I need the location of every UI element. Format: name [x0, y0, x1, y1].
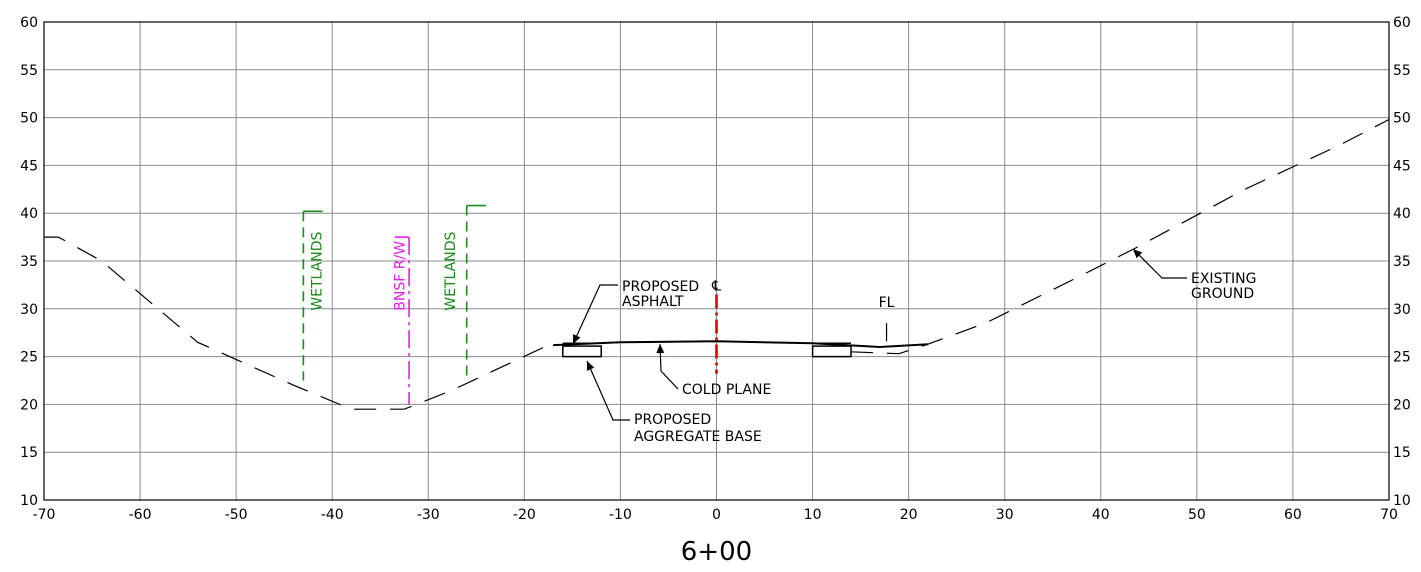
existing-ground-label-2: GROUND [1191, 286, 1254, 302]
x-tick-label: -10 [609, 507, 632, 523]
aggregate-base-box [811, 345, 852, 358]
y-tick-label-right: 50 [1393, 111, 1411, 127]
y-tick-label-right: 10 [1393, 493, 1411, 509]
y-tick-label-left: 45 [20, 158, 38, 174]
aggregate-base-label-2: AGGREGATE BASE [634, 429, 762, 445]
existing-ground-leader [1132, 248, 1187, 279]
y-tick-label-right: 40 [1393, 206, 1411, 222]
existing-ground-line [44, 236, 549, 410]
proposed-asphalt-label-2: ASPHALT [622, 294, 684, 310]
bnsf-rw-label: BNSF R/W [392, 241, 408, 311]
pavement-boxes [562, 342, 852, 358]
aggregate-base-leader-arrowhead [586, 361, 595, 371]
y-tick-label-left: 10 [20, 493, 38, 509]
station-title: 6+00 [681, 537, 752, 567]
proposed-asphalt-label-1: PROPOSED [622, 279, 699, 295]
y-tick-label-right: 45 [1393, 158, 1411, 174]
leader-lines [572, 248, 1187, 421]
y-tick-label-right: 30 [1393, 302, 1411, 318]
x-tick-label: 20 [900, 507, 918, 523]
centerline-symbol: ℄ [711, 279, 721, 295]
proposed-surface-line [553, 340, 928, 349]
y-tick-labels-right: 10 15 20 25 30 35 40 45 50 55 60 [1393, 15, 1411, 509]
aggregate-base-box [562, 345, 602, 358]
y-tick-label-right: 60 [1393, 15, 1411, 31]
x-tick-label: 30 [996, 507, 1014, 523]
proposed-asphalt-leader [572, 284, 618, 345]
x-tick-label: 60 [1284, 507, 1302, 523]
existing-ground-line [850, 118, 1390, 355]
y-tick-label-left: 15 [20, 445, 38, 461]
profile-lines [44, 118, 1390, 410]
reference-lines [302, 204, 888, 405]
y-tick-label-right: 25 [1393, 350, 1411, 366]
x-tick-label: -60 [129, 507, 152, 523]
x-tick-label: 10 [804, 507, 822, 523]
aggregate-base-leader [586, 360, 630, 421]
y-tick-label-left: 30 [20, 302, 38, 318]
y-tick-labels-left: 10 15 20 25 30 35 40 45 50 55 60 [20, 15, 38, 509]
y-tick-label-left: 35 [20, 254, 38, 270]
y-tick-label-left: 25 [20, 350, 38, 366]
wetlands-label-right: WETLANDS [443, 232, 459, 311]
x-tick-label: 50 [1188, 507, 1206, 523]
plot-frame [43, 21, 1390, 501]
x-tick-label: -40 [321, 507, 344, 523]
y-tick-label-right: 35 [1393, 254, 1411, 270]
wetlands-label-left: WETLANDS [310, 232, 326, 311]
y-tick-label-left: 40 [20, 206, 38, 222]
y-tick-label-right: 55 [1393, 63, 1411, 79]
x-tick-labels: -70 -60 -50 -40 -30 -20 -10 0 10 20 30 40 50 60 70 [33, 507, 1398, 523]
aggregate-base-label-1: PROPOSED [634, 412, 711, 428]
y-tick-label-left: 50 [20, 111, 38, 127]
existing-ground-leader-arrowhead [1133, 249, 1143, 259]
x-tick-label: -70 [33, 507, 56, 523]
x-tick-label: 40 [1092, 507, 1110, 523]
grid [43, 21, 1390, 501]
x-tick-label: 70 [1380, 507, 1398, 523]
proposed-asphalt-leader-arrowhead [573, 334, 581, 344]
y-tick-label-left: 55 [20, 63, 38, 79]
existing-ground-label-1: EXISTING [1191, 271, 1256, 287]
y-tick-label-right: 20 [1393, 397, 1411, 413]
x-tick-label: -30 [417, 507, 440, 523]
x-tick-label: 0 [712, 507, 721, 523]
y-tick-label-right: 15 [1393, 445, 1411, 461]
cold-plane-label: COLD PLANE [682, 382, 771, 398]
y-tick-label-left: 20 [20, 397, 38, 413]
y-tick-label-left: 60 [20, 15, 38, 31]
x-tick-label: -20 [513, 507, 536, 523]
cold-plane-leader-arrowhead [656, 344, 665, 354]
x-tick-label: -50 [225, 507, 248, 523]
cold-plane-leader [659, 343, 679, 390]
flowline-label: FL [879, 295, 895, 311]
